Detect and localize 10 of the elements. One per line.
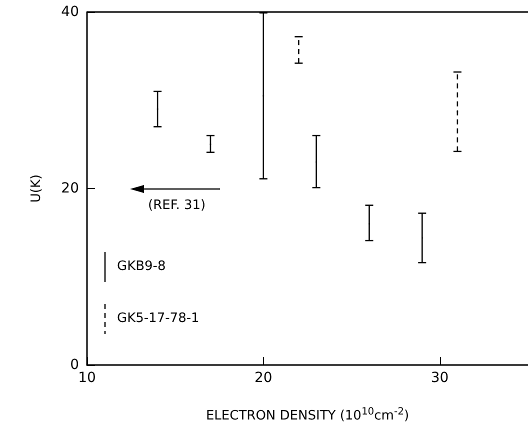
annotation: (REF. 31): [148, 198, 206, 213]
x-tick-label: 20: [254, 370, 272, 386]
y-tick-label: 20: [61, 180, 79, 196]
x-tick-label: 10: [78, 370, 96, 386]
y-tick-label: 40: [61, 4, 79, 20]
y-axis-title: U(K): [29, 174, 44, 203]
x-tick-label: 30: [430, 370, 449, 386]
legend-label: GK5-17-78-1: [117, 311, 200, 326]
legend-label: GKB9-8: [117, 259, 166, 274]
y-tick-label: 0: [70, 357, 79, 373]
